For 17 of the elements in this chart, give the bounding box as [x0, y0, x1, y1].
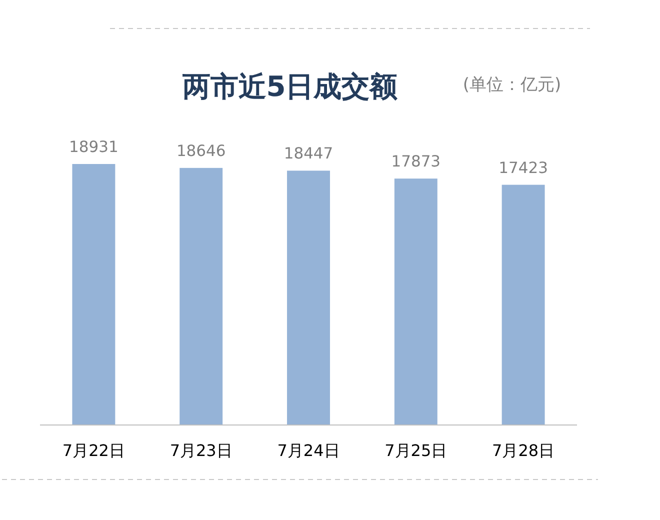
data-label: 18931 — [69, 138, 118, 156]
bar — [287, 170, 330, 425]
x-tick-label: 7月25日 — [384, 441, 448, 460]
x-tick-label: 7月23日 — [170, 441, 232, 460]
data-label: 17423 — [498, 158, 548, 177]
chart-subtitle: (单位：亿元) — [462, 75, 562, 95]
x-tick-label: 7月22日 — [62, 441, 125, 460]
data-label: 17873 — [391, 152, 441, 171]
x-tick-label: 7月28日 — [492, 441, 555, 460]
data-label: 18646 — [176, 142, 226, 160]
x-tick-label: 7月24日 — [277, 441, 340, 460]
data-label: 18447 — [284, 144, 334, 163]
chart-title: 两市近5日成交额 — [181, 70, 399, 103]
bar — [502, 184, 545, 425]
bar — [180, 168, 223, 425]
bar — [72, 164, 116, 425]
bar — [394, 178, 438, 425]
